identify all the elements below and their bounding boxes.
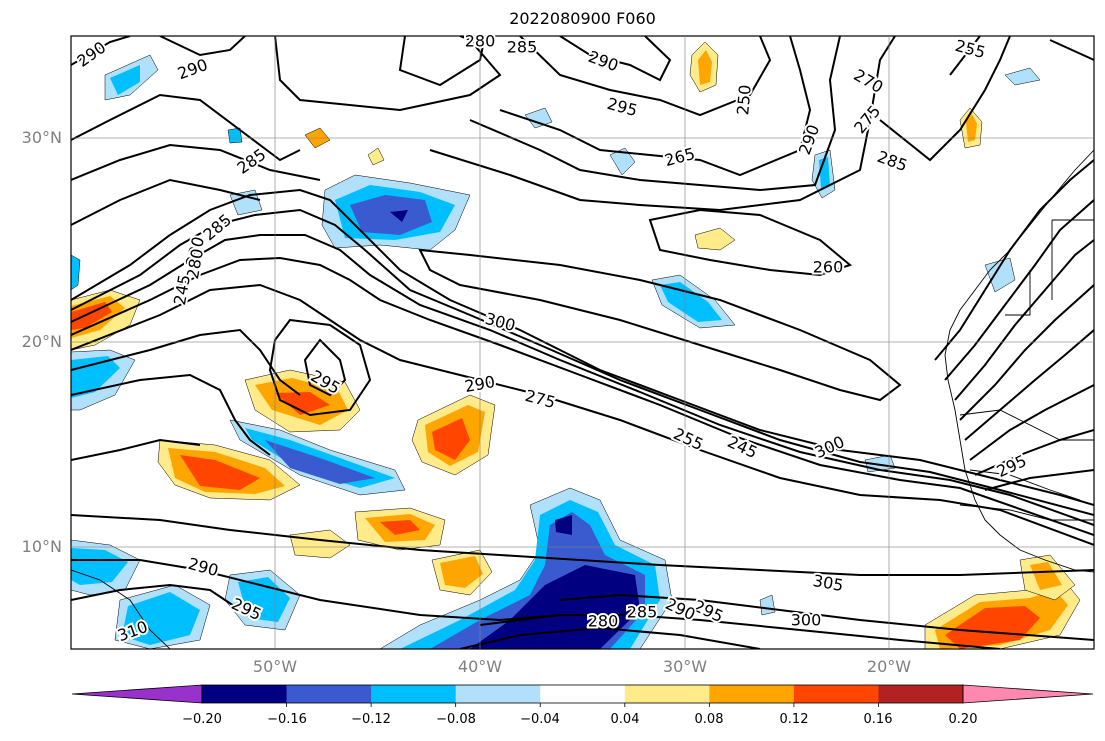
colorbar-swatch	[371, 685, 457, 703]
contour-label: 290	[175, 55, 210, 83]
contour-label: 305	[811, 571, 844, 595]
colorbar-swatch	[286, 685, 372, 703]
colorbar-tick: −0.08	[436, 712, 476, 727]
contour-label: 295	[994, 451, 1030, 481]
contour-label: 275	[523, 386, 557, 412]
contour-label: 290	[586, 47, 621, 75]
lat-label-30n: 30°N	[21, 128, 62, 147]
graticule	[71, 36, 1094, 649]
lon-label-40w: 40°W	[457, 657, 503, 676]
colorbar-swatch	[962, 684, 1094, 704]
colorbar-tick: 0.08	[694, 712, 724, 727]
colorbar-swatch	[540, 685, 626, 703]
contour-label: 295	[605, 94, 639, 120]
contour-label: 300	[483, 309, 517, 335]
contour-label: 260	[813, 258, 844, 277]
lon-label-20w: 20°W	[866, 657, 912, 676]
colorbar-swatch	[71, 684, 203, 704]
contour-label: 255	[953, 36, 987, 62]
contour-label: 290	[73, 38, 109, 71]
contour-label: 280	[465, 32, 496, 51]
colorbar-swatch	[202, 685, 288, 703]
colorbar-swatch	[793, 685, 879, 703]
colorbar-swatch	[709, 685, 795, 703]
contour-label: 290	[186, 554, 220, 580]
colorbar-tick: −0.20	[182, 712, 222, 727]
lon-label-50w: 50°W	[252, 657, 298, 676]
colorbar-tick: 0.04	[610, 712, 640, 727]
contour-label: 280	[588, 612, 619, 631]
colorbar-tick: 0.12	[779, 712, 809, 727]
colorbar-swatch	[455, 685, 541, 703]
coastlines	[71, 149, 1094, 649]
shaded-anomalies	[71, 41, 1081, 649]
contour-label: 250	[733, 84, 755, 116]
contour-label: 300	[791, 611, 822, 630]
contour-label: 265	[663, 144, 697, 170]
colorbar-swatch	[624, 685, 710, 703]
map-title: 2022080900 F060	[509, 9, 656, 28]
lon-label-30w: 30°W	[662, 657, 708, 676]
colorbar-tick: 0.16	[863, 712, 893, 727]
contour-lines	[71, 36, 1094, 649]
lat-label-20n: 20°N	[21, 332, 62, 351]
colorbar-tick: 0.20	[948, 712, 978, 727]
contour-label: 285	[875, 147, 910, 175]
contour-label: 285	[507, 38, 538, 57]
contour-label: 270	[851, 65, 887, 97]
colorbar-tick: −0.04	[520, 712, 560, 727]
contour-label: 290	[463, 372, 496, 396]
contour-label: 245	[170, 273, 194, 306]
colorbar-tick: −0.16	[267, 712, 307, 727]
colorbar-swatch	[878, 685, 964, 703]
lat-label-10n: 10°N	[21, 537, 62, 556]
colorbar-tick: −0.12	[351, 712, 391, 727]
contour-label: 285	[627, 603, 658, 622]
contour-label: 290	[795, 122, 823, 157]
contour-label: 275	[850, 102, 884, 138]
colorbar	[71, 684, 1094, 707]
contour-label: 285	[233, 145, 269, 178]
